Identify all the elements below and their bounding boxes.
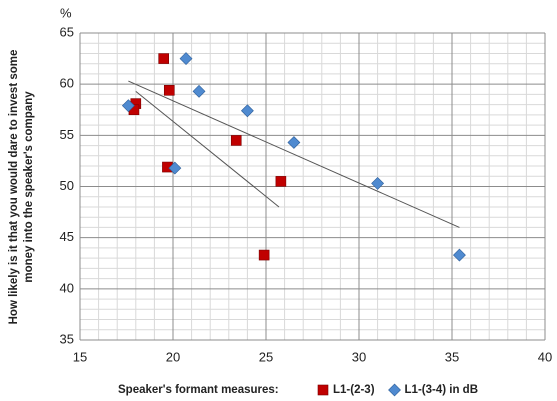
y-tick-label: 55 xyxy=(60,127,74,142)
marker xyxy=(275,176,287,187)
legend-label: L1-(3-4) in dB xyxy=(405,384,478,396)
marker xyxy=(371,177,385,190)
marker xyxy=(453,248,466,262)
marker xyxy=(179,52,193,66)
x-tick-label: 20 xyxy=(166,349,180,364)
legend-marker xyxy=(317,384,329,396)
marker xyxy=(287,136,301,149)
y-tick-label: 50 xyxy=(60,178,74,193)
y-tick-label: 60 xyxy=(60,76,74,91)
y-axis-label: How likely is it that you would dare to … xyxy=(8,50,20,325)
trendline xyxy=(135,90,280,208)
x-tick-label: 15 xyxy=(73,349,87,364)
x-tick-label: 30 xyxy=(352,349,366,364)
marker xyxy=(168,161,182,175)
trendline xyxy=(128,80,460,228)
marker xyxy=(230,135,242,146)
y-tick-label: 45 xyxy=(60,229,74,244)
marker xyxy=(240,104,254,118)
y-tick-label: 35 xyxy=(60,331,74,346)
x-tick-label: 25 xyxy=(259,349,273,364)
marker xyxy=(258,249,270,261)
x-tick-label: 35 xyxy=(445,349,459,364)
x-tick-label: 40 xyxy=(538,349,552,364)
marker xyxy=(158,53,169,64)
legend-label: L1-(2-3) xyxy=(333,384,375,396)
y-unit: % xyxy=(60,5,72,20)
marker xyxy=(163,85,175,96)
y-tick-label: 65 xyxy=(60,24,74,39)
marker xyxy=(121,99,135,113)
x-axis-label: Speaker's formant measures: xyxy=(118,384,279,396)
y-axis-label: money into the speaker's company xyxy=(23,91,35,283)
y-tick-label: 40 xyxy=(60,280,74,295)
marker xyxy=(192,84,206,98)
legend-marker xyxy=(388,383,401,397)
